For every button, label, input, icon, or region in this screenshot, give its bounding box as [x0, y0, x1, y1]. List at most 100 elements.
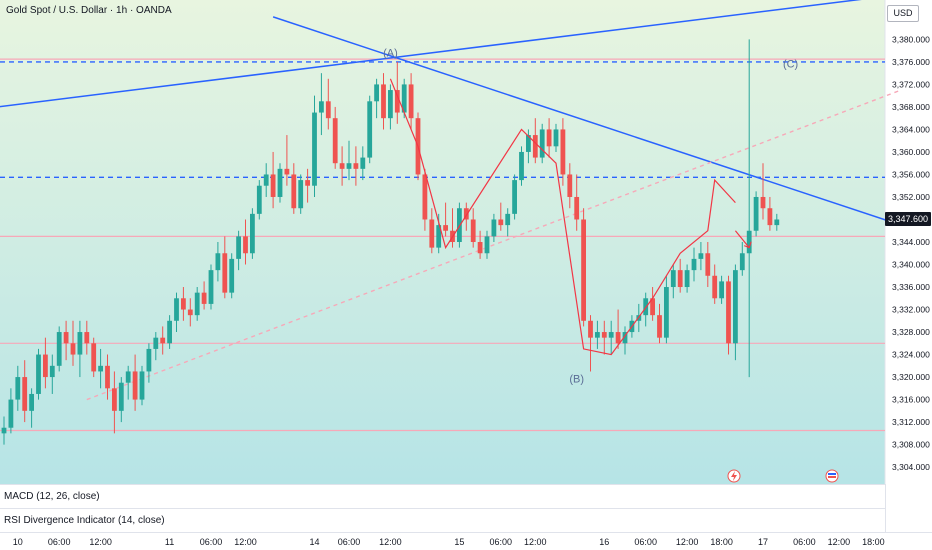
- candle-body: [774, 219, 780, 226]
- candle-body: [753, 196, 759, 231]
- candle: [360, 146, 366, 181]
- time-tick-label: 17: [758, 537, 768, 547]
- price-tick-label: 3,356.000: [892, 169, 930, 179]
- candle: [49, 354, 55, 394]
- candle-body: [222, 253, 228, 293]
- candle: [712, 264, 718, 304]
- candle: [250, 208, 255, 259]
- candle-body: [305, 180, 310, 186]
- candle: [339, 146, 345, 186]
- candle: [429, 208, 435, 254]
- candle: [512, 174, 517, 220]
- candle-body: [360, 157, 366, 169]
- price-chart[interactable]: (A) (B) (C) 3,380.000 3,376.000 3,372.000 3,3…: [0, 0, 932, 484]
- candle: [622, 326, 628, 355]
- price-tick-label: 3,312.000: [892, 417, 930, 427]
- candle: [760, 163, 766, 220]
- time-axis[interactable]: 10 06:00 12:00 11 06:00 12:00 14 06:00 12:00 15 06…: [0, 532, 932, 550]
- candle: [650, 287, 655, 321]
- candle-body: [491, 219, 497, 237]
- macd-pane[interactable]: MACD (12, 26, close): [0, 484, 885, 509]
- candle: [539, 123, 545, 164]
- time-tick-label: 06:00: [490, 537, 513, 547]
- candle-body: [705, 253, 711, 276]
- candle: [491, 213, 497, 242]
- candle-body: [125, 371, 131, 383]
- candle: [84, 320, 90, 355]
- candle-body: [526, 135, 531, 152]
- price-tick-label: 3,352.000: [892, 192, 930, 202]
- candle: [284, 135, 290, 186]
- candle-body: [374, 84, 379, 102]
- currency-badge[interactable]: USD: [887, 5, 919, 22]
- candle-body: [512, 180, 517, 214]
- flash-event-icon[interactable]: [727, 469, 741, 483]
- candle-body: [215, 253, 221, 271]
- candle-body: [332, 118, 338, 164]
- candle: [546, 118, 552, 158]
- candle-body: [684, 270, 690, 288]
- candle-body: [394, 90, 400, 113]
- trendlines-layer: [0, 0, 902, 401]
- candle: [298, 174, 304, 214]
- wave-arrow-head: [743, 241, 752, 249]
- candle-body: [181, 298, 186, 310]
- candle-body: [519, 151, 524, 181]
- candle: [526, 129, 531, 164]
- candle: [767, 196, 773, 231]
- candle-body: [560, 129, 566, 175]
- candle-body: [346, 163, 352, 169]
- candle: [560, 118, 566, 186]
- candle-body: [726, 281, 731, 344]
- price-tick-label: 3,376.000: [892, 57, 930, 67]
- candle-body: [615, 332, 621, 344]
- candle-body: [118, 382, 124, 411]
- candle-body: [291, 174, 297, 209]
- candle: [98, 348, 103, 389]
- candle-body: [698, 253, 704, 259]
- candle-body: [1, 427, 7, 434]
- candle: [118, 377, 124, 423]
- candle: [36, 348, 41, 400]
- events-layer[interactable]: [727, 469, 839, 483]
- candle-body: [63, 332, 69, 344]
- candle: [719, 275, 724, 304]
- candle: [726, 275, 731, 355]
- candle: [112, 371, 117, 434]
- candle: [243, 219, 248, 265]
- candle: [353, 146, 359, 186]
- rsi-pane[interactable]: RSI Divergence Indicator (14, close): [0, 508, 885, 533]
- candle: [505, 208, 511, 237]
- flag-event-icon[interactable]: [825, 469, 839, 483]
- candle-body: [463, 208, 469, 220]
- price-tick-label: 3,380.000: [892, 34, 930, 44]
- candle: [733, 264, 738, 361]
- candle-body: [739, 253, 745, 271]
- candle-body: [22, 377, 28, 411]
- candle: [43, 337, 48, 389]
- candle: [684, 264, 690, 293]
- price-tick-label: 3,304.000: [892, 462, 930, 472]
- time-tick-label: 15: [454, 537, 464, 547]
- candle: [325, 78, 331, 130]
- price-tick-label: 3,332.000: [892, 305, 930, 315]
- candle: [77, 320, 83, 378]
- candle-body: [29, 393, 34, 411]
- time-tick-label: 10: [13, 537, 23, 547]
- candle-body: [664, 287, 669, 338]
- price-axis-background: [885, 0, 932, 484]
- candle: [367, 95, 373, 164]
- time-tick-label: 06:00: [338, 537, 361, 547]
- candle-body: [733, 270, 738, 344]
- candle: [443, 202, 448, 237]
- candle-body: [505, 213, 511, 226]
- candle: [664, 275, 669, 344]
- candle: [125, 365, 131, 400]
- candle-body: [70, 343, 76, 355]
- candle-body: [760, 196, 766, 209]
- candle-body: [553, 129, 559, 147]
- candle-body: [263, 174, 269, 186]
- candle: [484, 230, 490, 259]
- price-tick-label: 3,324.000: [892, 350, 930, 360]
